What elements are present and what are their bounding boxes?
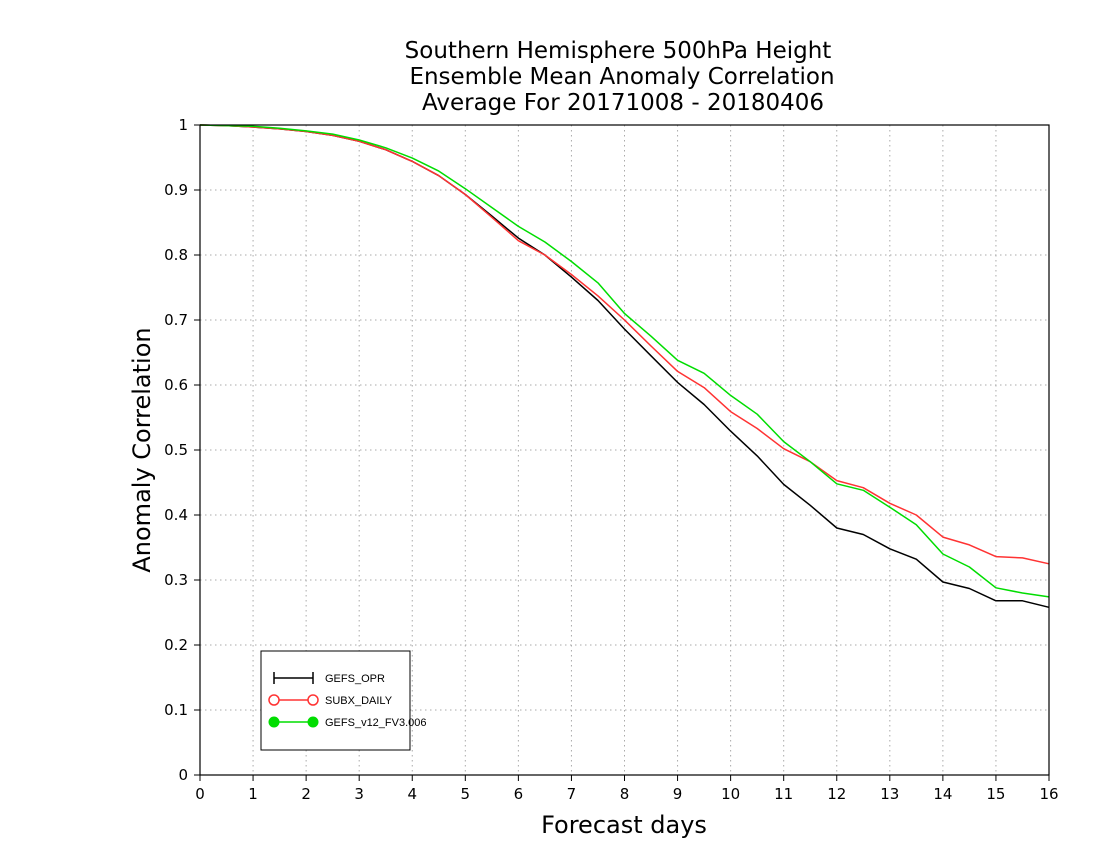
chart-title-line-3: Average For 20171008 - 20180406 — [422, 90, 824, 116]
legend-marker-subx-daily — [307, 694, 319, 706]
y-tick-label: 0.3 — [164, 571, 188, 589]
chart-title: Southern Hemisphere 500hPa Height Ensemb… — [405, 38, 835, 116]
x-tick-label: 3 — [354, 785, 364, 803]
y-tick-label: 0.9 — [164, 181, 188, 199]
legend-marker-gefs-v12-fv3-006 — [307, 716, 319, 728]
x-tick-label: 10 — [721, 785, 740, 803]
x-tick-label: 11 — [774, 785, 793, 803]
x-tick-label: 8 — [620, 785, 630, 803]
legend-label-subx-daily: SUBX_DAILY — [325, 695, 393, 707]
x-tick-label: 12 — [827, 785, 846, 803]
y-tick-label: 0.1 — [164, 701, 188, 719]
chart-title-line-2: Ensemble Mean Anomaly Correlation — [409, 64, 834, 90]
x-tick-label: 2 — [301, 785, 311, 803]
series-line-subx-daily — [199, 124, 1050, 565]
data-series — [199, 124, 1050, 609]
x-axis-ticks: 0 1 2 3 4 5 6 7 8 9 10 11 12 13 14 15 16 — [195, 775, 1059, 803]
y-axis-ticks: 0 0.1 0.2 0.3 0.4 0.5 0.6 0.7 0.8 0.9 1 — [164, 116, 200, 784]
legend-label-gefs-v12-fv3-006: GEFS_v12_FV3.006 — [325, 717, 427, 729]
x-axis-label: Forecast days — [541, 811, 707, 839]
y-axis-label: Anomaly Correlation — [128, 327, 156, 572]
legend-label-gefs-opr: GEFS_OPR — [325, 673, 385, 685]
legend-entries: GEFS_OPR SUBX_DAILY GEFS_v12_FV3.006 — [268, 672, 427, 729]
legend-marker-gefs-v12-fv3-006 — [268, 716, 280, 728]
y-tick-label: 1 — [178, 116, 188, 134]
legend-marker-subx-daily — [268, 694, 280, 706]
chart-title-line-1: Southern Hemisphere 500hPa Height — [405, 38, 832, 64]
y-tick-label: 0.5 — [164, 441, 188, 459]
x-tick-label: 9 — [673, 785, 683, 803]
y-tick-label: 0 — [178, 766, 188, 784]
y-tick-label: 0.8 — [164, 246, 188, 264]
legend: GEFS_OPR SUBX_DAILY GEFS_v12_FV3.006 — [260, 650, 427, 751]
series-line-gefs-v12-fv3-006 — [199, 124, 1050, 598]
y-tick-label: 0.2 — [164, 636, 188, 654]
x-tick-label: 7 — [567, 785, 577, 803]
x-tick-label: 4 — [407, 785, 417, 803]
x-tick-label: 1 — [248, 785, 258, 803]
x-tick-label: 6 — [514, 785, 524, 803]
x-tick-label: 14 — [933, 785, 952, 803]
x-tick-label: 0 — [195, 785, 205, 803]
x-tick-label: 16 — [1039, 785, 1058, 803]
y-tick-label: 0.4 — [164, 506, 188, 524]
x-tick-label: 15 — [986, 785, 1005, 803]
y-tick-label: 0.7 — [164, 311, 188, 329]
y-tick-label: 0.6 — [164, 376, 188, 394]
x-tick-label: 5 — [461, 785, 471, 803]
x-tick-label: 13 — [880, 785, 899, 803]
